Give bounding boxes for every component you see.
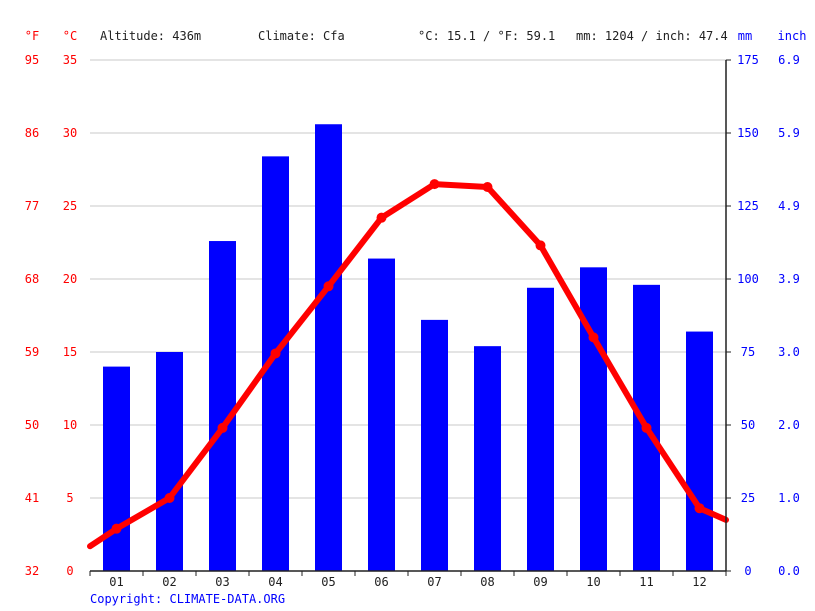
fahrenheit-tick-label: 50 [25, 418, 39, 432]
precipitation-bar [527, 287, 554, 571]
month-tick-label: 03 [215, 575, 229, 589]
celsius-tick-label: 30 [63, 126, 77, 140]
celsius-tick-label: 15 [63, 345, 77, 359]
temperature-line [87, 179, 729, 550]
month-tick-label: 04 [268, 575, 282, 589]
fahrenheit-tick-label: 86 [25, 126, 39, 140]
inch-tick-label: 4.9 [778, 199, 800, 213]
temperature-point [641, 422, 652, 433]
month-tick-label: 10 [586, 575, 600, 589]
celsius-tick-label: 0 [66, 564, 73, 578]
precipitation-bar [580, 267, 607, 571]
fahrenheit-tick-label: 32 [25, 564, 39, 578]
mm-tick-label: 125 [737, 199, 759, 213]
inch-tick-label: 3.9 [778, 272, 800, 286]
month-tick-label: 07 [427, 575, 441, 589]
mm-tick-label: 175 [737, 53, 759, 67]
fahrenheit-tick-label: 41 [25, 491, 39, 505]
month-tick-label: 12 [692, 575, 706, 589]
inch-tick-label: 0.0 [778, 564, 800, 578]
precipitation-bar [315, 124, 342, 572]
month-tick-label: 11 [639, 575, 653, 589]
month-tick-label: 09 [533, 575, 547, 589]
mm-tick-label: 50 [741, 418, 755, 432]
inch-tick-label: 5.9 [778, 126, 800, 140]
month-tick-label: 01 [109, 575, 123, 589]
precipitation-bar [103, 366, 130, 571]
inch-tick-label: 3.0 [778, 345, 800, 359]
fahrenheit-tick-label: 68 [25, 272, 39, 286]
precipitation-bar [421, 319, 448, 571]
fahrenheit-tick-label: 59 [25, 345, 39, 359]
precipitation-bar [686, 331, 713, 571]
temperature-point [694, 503, 705, 514]
celsius-tick-label: 5 [66, 491, 73, 505]
celsius-tick-label: 25 [63, 199, 77, 213]
precipitation-total-label: mm: 1204 / inch: 47.4 [576, 29, 728, 43]
precipitation-bar [156, 352, 183, 571]
temperature-point [217, 422, 228, 433]
temperature-point [588, 332, 599, 343]
mm-tick-label: 150 [737, 126, 759, 140]
temperature-point [482, 182, 493, 193]
tick-labels: 32 0 0 0.041 5 25 1.050 10 50 2.059 15 75 3.068 20 100… [25, 53, 800, 589]
month-tick-label: 06 [374, 575, 388, 589]
month-tick-label: 08 [480, 575, 494, 589]
inch-tick-label: 6.9 [778, 53, 800, 67]
temperature-point [535, 240, 546, 251]
temperature-point [323, 281, 334, 292]
precipitation-bar [209, 241, 236, 572]
inch-unit-label: inch [778, 29, 807, 43]
copyright-link[interactable]: Copyright: CLIMATE-DATA.ORG [90, 592, 285, 606]
celsius-tick-label: 35 [63, 53, 77, 67]
temperature-point [429, 179, 440, 190]
temperature-point [111, 523, 122, 534]
celsius-tick-label: 20 [63, 272, 77, 286]
celsius-tick-label: 10 [63, 418, 77, 432]
fahrenheit-unit-label: °F [25, 29, 39, 43]
mm-tick-label: 75 [741, 345, 755, 359]
mm-tick-label: 100 [737, 272, 759, 286]
month-tick-label: 02 [162, 575, 176, 589]
altitude-label: Altitude: 436m [100, 29, 201, 43]
precipitation-bar [368, 258, 395, 571]
temperature-point [164, 493, 175, 503]
celsius-unit-label: °C [63, 29, 77, 43]
mm-unit-label: mm [738, 29, 752, 43]
mm-tick-label: 0 [744, 564, 751, 578]
temperature-series-line [87, 181, 729, 550]
month-tick-label: 05 [321, 575, 335, 589]
gridlines [90, 59, 726, 499]
inch-tick-label: 2.0 [778, 418, 800, 432]
axes [89, 59, 731, 576]
inch-tick-label: 1.0 [778, 491, 800, 505]
precipitation-bar [474, 346, 501, 571]
temperature-point [270, 348, 281, 359]
climate-label: Climate: Cfa [258, 29, 345, 43]
fahrenheit-tick-label: 77 [25, 199, 39, 213]
precipitation-bars [103, 124, 713, 572]
fahrenheit-tick-label: 95 [25, 53, 39, 67]
temperature-point [376, 212, 387, 223]
mm-tick-label: 25 [741, 491, 755, 505]
average-temperature-label: °C: 15.1 / °F: 59.1 [418, 29, 555, 43]
